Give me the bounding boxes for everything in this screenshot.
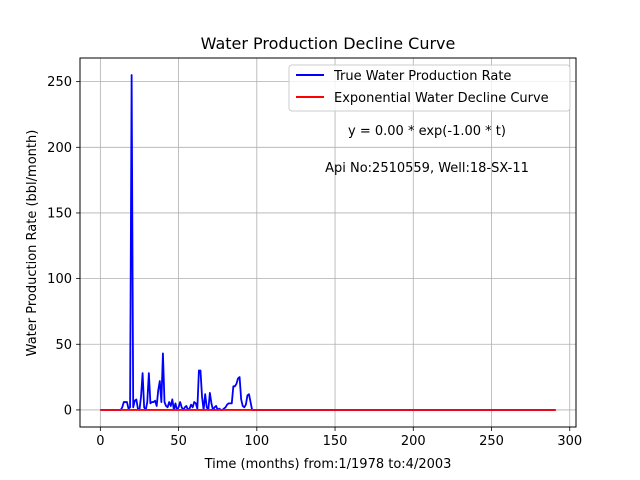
x-tick-label: 100 <box>244 434 269 449</box>
y-axis-label: Water Production Rate (bbl/month) <box>25 130 40 357</box>
equation-annotation: y = 0.00 * exp(-1.00 * t) <box>348 124 506 139</box>
y-tick-label: 0 <box>64 403 72 418</box>
plot-frame <box>79 57 577 428</box>
y-tick-label: 100 <box>47 272 72 287</box>
x-tick-label: 0 <box>96 434 104 449</box>
series-line-true-water-rate <box>100 74 556 411</box>
x-tick-label: 200 <box>401 434 426 449</box>
y-tick-label: 50 <box>55 338 72 353</box>
plot-area <box>80 58 576 427</box>
x-tick-label: 50 <box>170 434 187 449</box>
legend-label-true-rate: True Water Production Rate <box>333 69 511 84</box>
x-tick-label: 250 <box>479 434 504 449</box>
legend: True Water Production Rate Exponential W… <box>288 64 571 112</box>
y-tick-label: 200 <box>47 141 72 156</box>
ticks: 0 50 100 150 200 250 300 0 50 100 150 200 250 <box>47 75 582 449</box>
x-axis-label: Time (months) from:1/1978 to:4/2003 <box>204 457 452 472</box>
y-tick-label: 150 <box>47 206 72 221</box>
x-tick-label: 300 <box>557 434 582 449</box>
legend-label-decline-curve: Exponential Water Decline Curve <box>334 91 549 106</box>
chart-title: Water Production Decline Curve <box>201 34 456 53</box>
series-layer <box>100 74 556 411</box>
x-tick-label: 150 <box>323 434 348 449</box>
legend-box <box>288 64 571 112</box>
well-annotation: Api No:2510559, Well:18-SX-11 <box>325 161 529 176</box>
y-tick-label: 250 <box>47 75 72 90</box>
